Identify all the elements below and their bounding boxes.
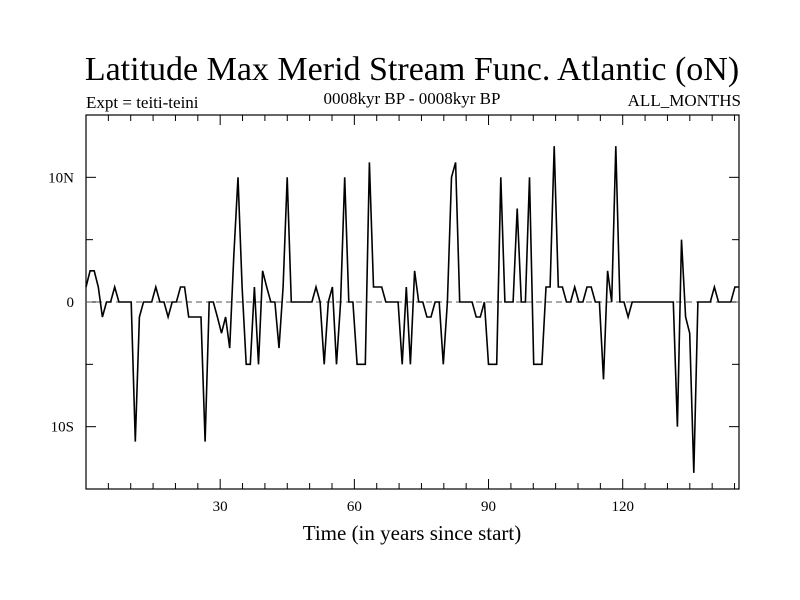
experiment-label: Expt = teiti-teini (86, 93, 199, 112)
y-axis-ticks: 10N 0 10S (48, 114, 739, 490)
y-tick-label: 0 (67, 295, 75, 311)
x-tick-label: 60 (347, 499, 362, 515)
y-tick-label: 10N (48, 170, 74, 186)
chart-title: Latitude Max Merid Stream Func. Atlantic… (85, 51, 739, 88)
series-group (85, 146, 739, 473)
months-label: ALL_MONTHS (628, 91, 741, 110)
y-tick-label: 10S (51, 420, 74, 436)
x-tick-label: 120 (611, 499, 634, 515)
x-axis-ticks: 30 60 90 120 (107, 115, 736, 515)
x-tick-label: 30 (213, 499, 228, 515)
series-line (85, 146, 739, 473)
period-label: 0008kyr BP - 0008kyr BP (324, 89, 501, 108)
x-tick-label: 90 (481, 499, 496, 515)
x-axis-label: Time (in years since start) (303, 521, 522, 545)
